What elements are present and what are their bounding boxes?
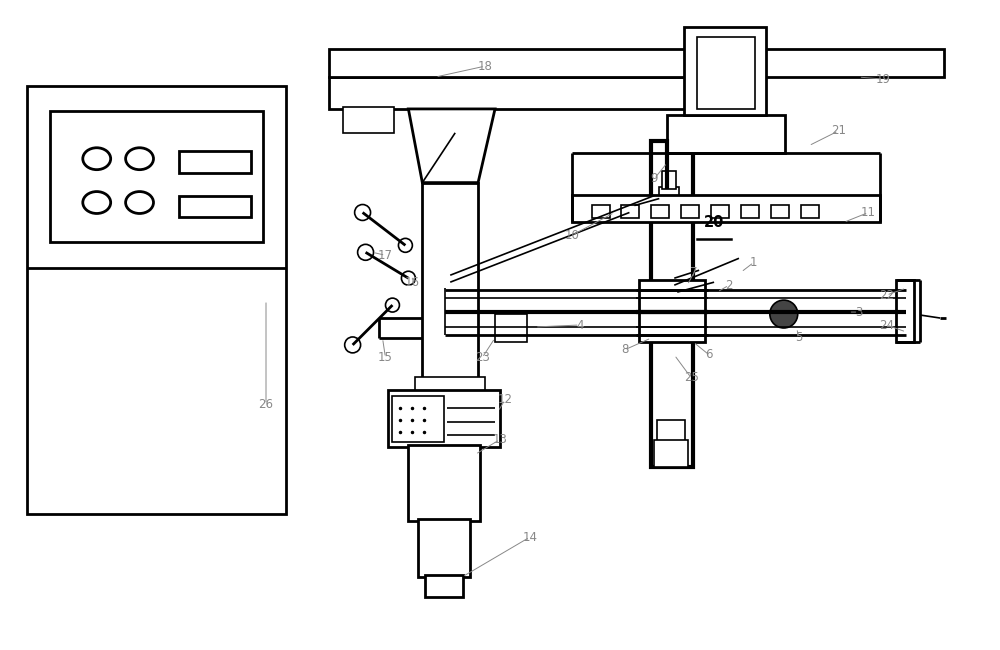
Bar [657,420,685,441]
Bar [697,37,755,109]
Bar [711,205,729,218]
Bar [422,183,478,382]
Bar [801,205,819,218]
Bar [392,396,444,441]
Circle shape [358,244,374,260]
Bar [50,111,263,242]
Bar [27,86,286,514]
Bar [495,314,527,342]
Bar [651,141,693,467]
Bar [654,439,688,467]
Bar [771,205,789,218]
Circle shape [401,271,415,285]
Ellipse shape [83,148,111,170]
Text: 19: 19 [876,73,891,86]
Text: 18: 18 [478,60,493,73]
Bar [343,107,394,133]
Bar [681,205,699,218]
Text: 2: 2 [725,279,733,292]
Bar [667,115,785,153]
Text: 23: 23 [475,352,490,365]
Bar [662,171,676,188]
Text: 22: 22 [879,289,894,302]
Text: 3: 3 [855,306,862,318]
Text: 5: 5 [795,332,802,344]
Bar [179,196,251,218]
Circle shape [355,205,371,220]
Bar [425,575,463,597]
Bar [651,205,669,218]
Text: 25: 25 [684,371,699,384]
Ellipse shape [83,192,111,213]
Bar [329,77,709,109]
Text: 26: 26 [259,398,274,411]
Text: 12: 12 [497,393,512,406]
Ellipse shape [126,192,153,213]
Text: 4: 4 [576,318,583,332]
Bar [415,377,485,392]
Text: 9: 9 [651,172,658,185]
Text: 20: 20 [704,215,724,230]
Bar [179,151,251,173]
Text: 6: 6 [705,348,713,361]
Text: 17: 17 [378,249,393,262]
Bar [659,187,679,198]
Text: 15: 15 [378,352,393,365]
Text: 24: 24 [879,318,894,332]
Bar [418,519,470,577]
Text: 14: 14 [522,530,537,543]
Text: 10: 10 [564,229,579,242]
Ellipse shape [126,148,153,170]
Bar [388,390,500,447]
Text: 8: 8 [621,343,628,356]
Bar [639,280,705,342]
Bar [329,49,944,77]
Text: 11: 11 [861,206,876,219]
Text: 13: 13 [493,433,507,446]
Bar [621,205,639,218]
Text: 21: 21 [831,124,846,137]
Text: 7: 7 [690,266,698,279]
Bar [408,445,480,521]
Bar [684,27,766,115]
Polygon shape [408,109,495,183]
Circle shape [398,239,412,252]
Bar [741,205,759,218]
Text: 1: 1 [750,255,758,268]
Circle shape [345,337,361,353]
Circle shape [770,300,798,328]
Bar [592,205,610,218]
Bar [572,194,880,222]
Circle shape [385,298,399,312]
Text: 16: 16 [405,276,420,289]
Bar [896,280,914,342]
